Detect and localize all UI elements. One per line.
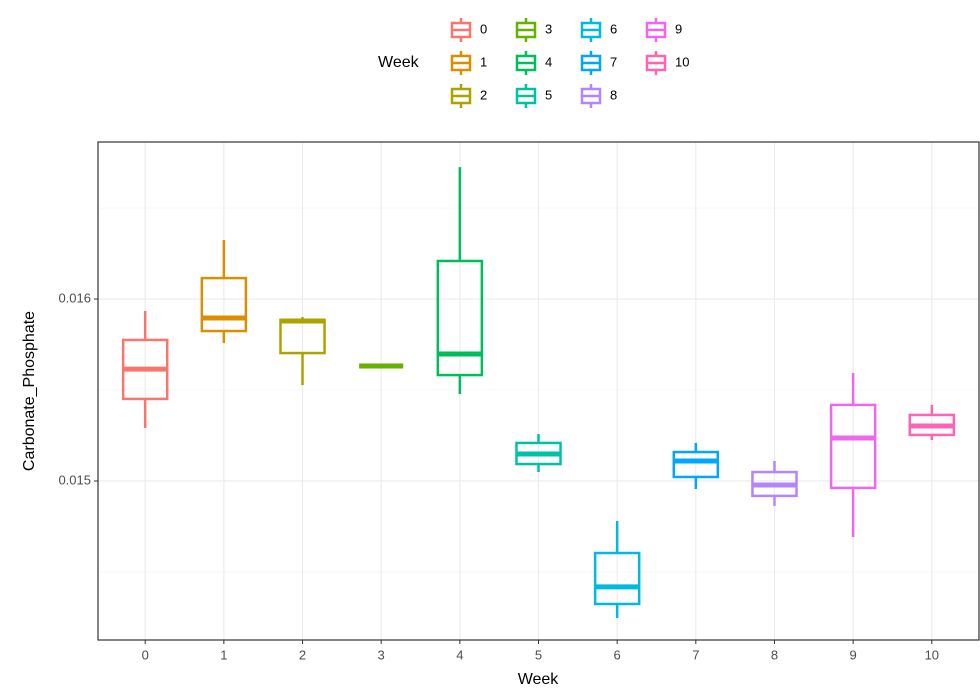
legend-label: 10 — [675, 54, 689, 69]
legend-label: 0 — [480, 21, 487, 36]
legend-label: 2 — [480, 87, 487, 102]
legend-label: 3 — [545, 21, 552, 36]
box — [672, 450, 720, 479]
legend-label: 9 — [675, 21, 682, 36]
legend-label: 6 — [610, 21, 617, 36]
legend-label: 1 — [480, 54, 487, 69]
x-tick-label: 9 — [850, 647, 857, 662]
x-tick-label: 5 — [535, 647, 542, 662]
x-tick-label: 2 — [299, 647, 306, 662]
x-tick-label: 4 — [456, 647, 463, 662]
legend-label: 5 — [545, 87, 552, 102]
box — [593, 551, 641, 606]
y-tick-label: 0.016 — [58, 290, 91, 305]
legend-label: 4 — [545, 54, 552, 69]
x-tick-label: 1 — [220, 647, 227, 662]
legend-label: 7 — [610, 54, 617, 69]
box — [829, 403, 877, 490]
x-tick-label: 10 — [925, 647, 939, 662]
x-tick-label: 7 — [692, 647, 699, 662]
y-axis-title: Carbonate_Phosphate — [21, 311, 38, 471]
box — [436, 259, 484, 377]
x-tick-label: 8 — [771, 647, 778, 662]
box — [200, 276, 248, 333]
x-tick-label: 6 — [614, 647, 621, 662]
x-tick-label: 0 — [142, 647, 149, 662]
legend-label: 8 — [610, 87, 617, 102]
y-tick-label: 0.015 — [58, 472, 91, 487]
legend-title: Week — [378, 54, 420, 71]
x-tick-label: 3 — [378, 647, 385, 662]
x-axis-title: Week — [518, 671, 560, 688]
panel-border — [97, 141, 980, 641]
